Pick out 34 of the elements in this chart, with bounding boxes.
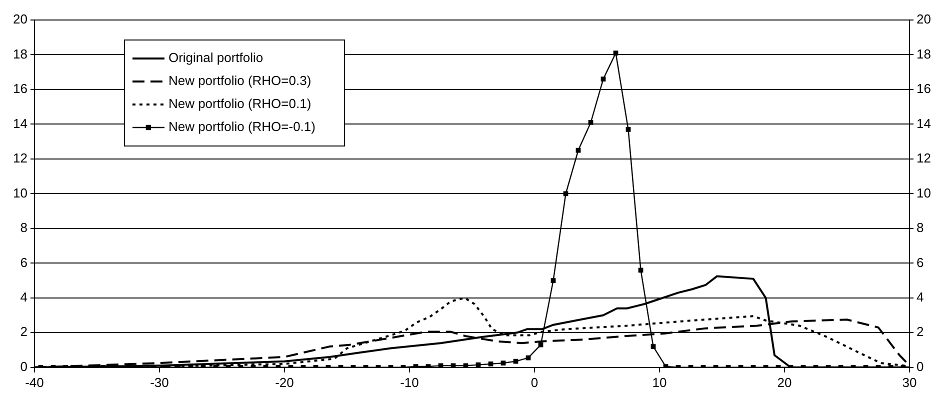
y-tick-label: 12 bbox=[12, 150, 28, 166]
x-tick-label: -20 bbox=[275, 374, 294, 390]
y-tick-label: 6 bbox=[20, 254, 28, 270]
y-tick-label: 4 bbox=[20, 290, 28, 304]
y-tick-label: 14 bbox=[12, 116, 28, 131]
x-tick-label: -40 bbox=[25, 374, 44, 390]
x-tick-label: 30 bbox=[902, 374, 917, 390]
y2-tick-label: 2 bbox=[916, 324, 924, 340]
legend-label: Original portfolio bbox=[168, 50, 264, 66]
y-tick-label: 16 bbox=[12, 81, 28, 96]
y-tick-label: 0 bbox=[20, 358, 28, 374]
y2-tick-label: 4 bbox=[916, 290, 924, 304]
y2-tick-label: 20 bbox=[916, 12, 932, 27]
y2-tick-label: 16 bbox=[916, 81, 932, 96]
y2-tick-label: 8 bbox=[916, 220, 924, 236]
legend-label: New portfolio (RHO=-0.1) bbox=[168, 119, 316, 134]
y2-tick-label: 12 bbox=[916, 150, 932, 166]
y-tick-label: 20 bbox=[12, 12, 28, 27]
y2-tick-label: 10 bbox=[916, 185, 932, 200]
y-tick-label: 8 bbox=[20, 220, 28, 236]
x-tick-label: -30 bbox=[150, 374, 169, 390]
x-tick-label: -10 bbox=[400, 374, 419, 390]
y-tick-label: 18 bbox=[12, 46, 28, 62]
y-tick-label: 10 bbox=[12, 185, 28, 200]
y2-tick-label: 0 bbox=[916, 358, 924, 374]
x-tick-label: 0 bbox=[530, 374, 538, 390]
x-tick-label: 10 bbox=[652, 374, 667, 390]
legend-label: New portfolio (RHO=0.3) bbox=[168, 73, 312, 88]
y-tick-label: 2 bbox=[20, 324, 28, 340]
y2-tick-label: 14 bbox=[916, 116, 932, 131]
legend-label: New portfolio (RHO=0.1) bbox=[168, 96, 312, 112]
x-tick-label: 20 bbox=[777, 374, 792, 390]
y2-tick-label: 6 bbox=[916, 254, 924, 270]
y2-tick-label: 18 bbox=[916, 46, 932, 62]
